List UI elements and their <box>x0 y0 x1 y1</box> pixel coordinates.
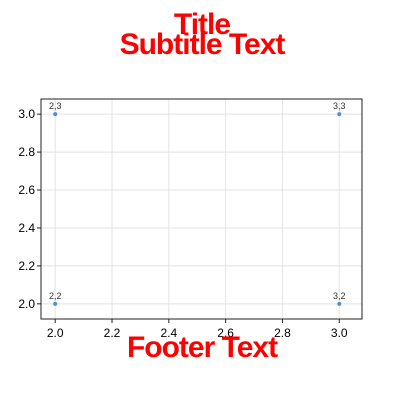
data-point-label-0: 2,3 <box>49 101 62 111</box>
x-tick-label-3: 2.6 <box>217 326 234 340</box>
y-tick-label-2: 2.4 <box>18 221 35 235</box>
x-tick-label-1: 2.2 <box>104 326 121 340</box>
y-tick-label-5: 3.0 <box>18 107 35 121</box>
data-point-1 <box>337 112 342 117</box>
data-point-3 <box>337 301 342 306</box>
data-point-0 <box>53 112 58 117</box>
y-tick-label-0: 2.0 <box>18 297 35 311</box>
plot-area-frame <box>40 98 363 320</box>
data-points: 2,3 3,3 2,2 3,2 <box>49 101 346 306</box>
y-tick-label-3: 2.6 <box>18 183 35 197</box>
chart-footer: Footer Text <box>127 331 278 364</box>
data-point-label-2: 2,2 <box>49 291 62 301</box>
y-tick-label-1: 2.2 <box>18 259 35 273</box>
x-tick-label-0: 2.0 <box>47 326 64 340</box>
data-point-2 <box>53 301 58 306</box>
x-tick-label-4: 2.8 <box>274 326 291 340</box>
data-point-label-3: 3,2 <box>333 291 346 301</box>
data-point-label-1: 3,3 <box>333 101 346 111</box>
axis-ticks: 2.0 2.2 2.4 2.6 2.8 3.0 2.0 2.2 2.4 2.6 2.8 3.0 <box>18 107 348 340</box>
x-tick-label-2: 2.4 <box>160 326 177 340</box>
chart-subtitle: Subtitle Text <box>120 28 286 61</box>
grid <box>41 99 362 319</box>
x-tick-label-5: 3.0 <box>331 326 348 340</box>
chart-title: Title <box>174 8 230 41</box>
y-tick-label-4: 2.8 <box>18 145 35 159</box>
